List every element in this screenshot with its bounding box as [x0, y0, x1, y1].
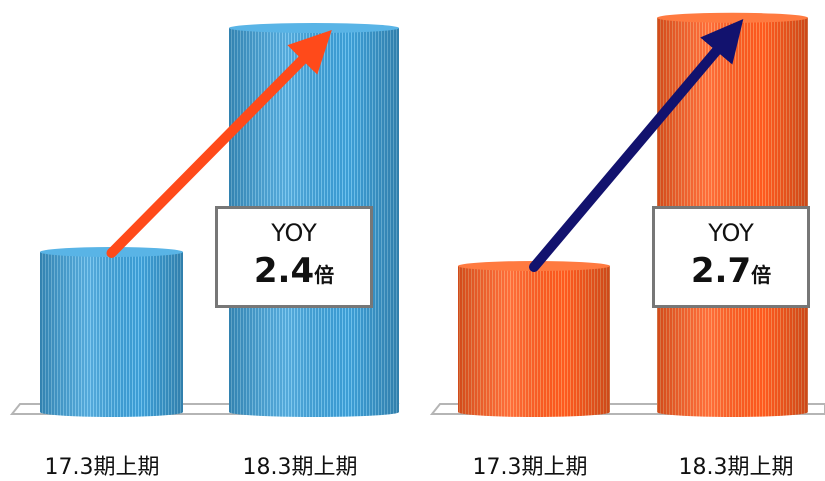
chart2-yoy-label: YOY [708, 219, 754, 247]
chart1-yoy-box: YOY 2.4倍 [215, 206, 373, 308]
chart2-category-1: 17.3期上期 [472, 455, 588, 480]
chart1-category-2: 18.3期上期 [242, 455, 358, 480]
chart2-bar-1 [458, 261, 610, 417]
chart2-yoy-value: 2.7 [690, 251, 752, 291]
chart1-yoy-label: YOY [271, 219, 317, 247]
chart1-growth-arrow [106, 30, 332, 258]
chart2-yoy-box: YOY 2.7倍 [652, 206, 810, 308]
chart1-bar-1 [40, 247, 183, 417]
chart2-category-2: 18.3期上期 [678, 455, 794, 480]
chart2-yoy-value-line: 2.7倍 [655, 249, 807, 299]
chart2-yoy-unit: 倍 [751, 263, 772, 287]
chart1-yoy-unit: 倍 [314, 263, 335, 287]
chart1-yoy-value: 2.4 [253, 251, 315, 291]
chart1-yoy-value-line: 2.4倍 [218, 249, 370, 299]
chart2-growth-arrow [529, 18, 744, 272]
chart1-category-1: 17.3期上期 [44, 455, 160, 480]
